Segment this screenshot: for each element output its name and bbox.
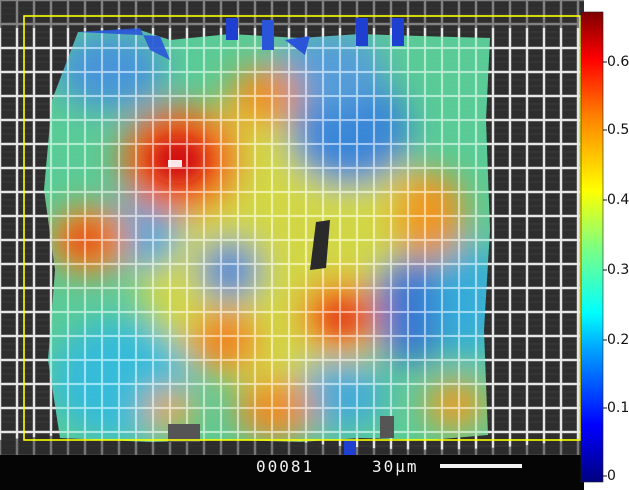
- colorbar-tick-label: 0.1: [607, 400, 629, 416]
- frame-number: 00081: [256, 457, 315, 476]
- hotspot-marker: [168, 160, 182, 167]
- micrograph-footer-bar: [0, 455, 584, 490]
- colorbar: [580, 11, 604, 483]
- colorbar-tick-label: 0.3: [607, 262, 629, 278]
- inclusion-defect: [310, 220, 330, 270]
- colorbar-tick-label: 0.5: [607, 122, 629, 138]
- scale-bar-label: 30μm: [372, 457, 419, 476]
- colorbar-ticks: [603, 61, 607, 477]
- scale-bar-line: [440, 464, 522, 468]
- strain-heatmap-overlay: [44, 30, 490, 442]
- colorbar-tick-label: 0.6: [607, 54, 629, 70]
- colorbar-tick-label: 0.4: [607, 192, 629, 208]
- top-edge-artifacts: [78, 18, 404, 60]
- roi-outline: [23, 15, 581, 441]
- colorbar-tick-label: 0: [607, 468, 616, 484]
- colorbar-tick-label: 0.2: [607, 332, 629, 348]
